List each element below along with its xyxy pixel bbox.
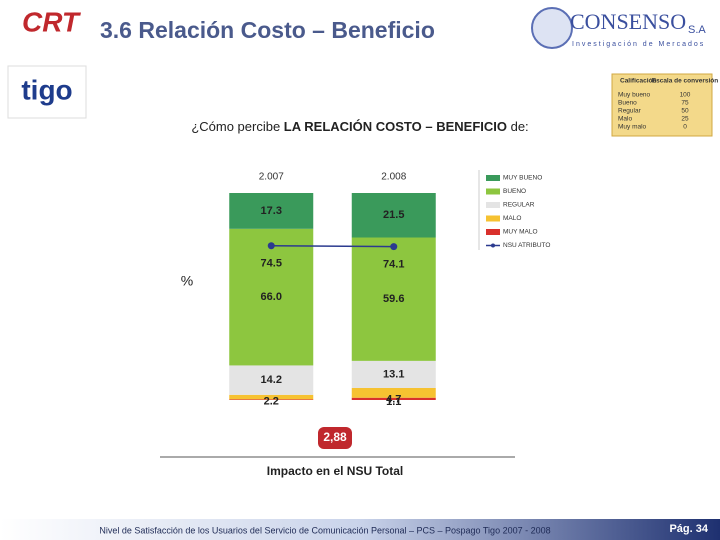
scale-cell: 25 [681,116,689,123]
legend-label: MALO [503,215,521,222]
scale-table-bg [611,73,713,137]
scale-cell: 100 [680,92,691,99]
legend-label: MUY BUENO [503,175,542,182]
nsu-label: 74.1 [383,259,404,271]
bar-segment [229,399,314,400]
logo-crt: CRT [22,6,82,37]
bar-segment [229,228,314,366]
x-tick-label: 2.007 [259,172,284,183]
logo-circle [531,7,573,49]
x-tick-label: 2.008 [381,172,406,183]
legend-swatch [486,202,500,208]
logo-tigo-box [7,65,87,119]
nsu-point [390,243,398,251]
scale-header: Calificación [620,78,657,85]
legend-swatch [486,215,500,222]
logo-crt-text: CRT [22,6,82,37]
scale-header: Escala de conversión [652,78,719,85]
page-number: Pág. 34 [669,523,708,535]
footer-text: Nivel de Satisfacción de los Usuarios de… [99,525,550,535]
bar-segment [351,387,436,398]
logo-tigo: tigo [21,74,72,105]
logo-consenso-suffix: S.A [688,24,706,36]
scale-cell: Regular [618,108,642,115]
question-text: ¿Cómo percibe [191,119,283,134]
legend-swatch [486,175,500,181]
data-label: 1.1 [386,396,401,408]
legend-swatch [486,229,500,235]
bar-segment [229,394,314,400]
bar-segment [351,237,436,361]
scale-cell: 75 [681,100,689,107]
footer-bar [0,519,720,540]
legend-label: BUENO [503,188,526,195]
scale-cell: Muy bueno [618,92,651,99]
scale-cell: Bueno [618,100,637,107]
data-label: 13.1 [383,368,404,380]
nsu-line [271,245,394,248]
nsu-point [267,242,275,250]
logo-tagline: Investigación de Mercados [572,41,705,48]
legend-dot [491,243,495,248]
scale-cell: Muy malo [618,124,647,131]
data-label: 59.6 [383,293,404,305]
question-bold: LA RELACIÓN COSTO – BENEFICIO [284,119,507,134]
bar-segment [351,360,436,388]
scale-cell: Malo [618,116,632,123]
impact-value: 2,88 [323,430,347,444]
slide-title: 3.6 Relación Costo – Beneficio [100,17,435,43]
nsu-label: 74.5 [261,258,282,270]
legend-label: REGULAR [503,202,535,209]
y-axis-label: % [181,273,193,289]
impact-label: Impacto en el NSU Total [267,464,403,478]
scale-cell: 50 [681,108,689,115]
logo-consenso: CONSENSO [570,9,686,34]
data-label: 14.2 [261,374,282,386]
legend-swatch [486,188,500,195]
bar-segment [229,365,314,395]
legend-label: MUY MALO [503,229,538,236]
scale-cell: 0 [683,124,687,131]
chart: % 2.007 2.008 2.2 14.2 66.0 17.3 1.14.7 13.1 59.6… [181,170,550,408]
bar-segment [351,397,436,400]
question-text: de: [507,119,529,134]
impact-box [318,427,352,449]
bar-segment [351,193,436,238]
data-label: 17.3 [261,205,282,217]
question: ¿Cómo percibe LA RELACIÓN COSTO – BENEFI… [191,119,528,134]
data-label: 21.5 [383,209,404,221]
legend-label: NSU ATRIBUTO [503,242,550,249]
data-label: 2.2 [264,395,279,407]
data-label: 66.0 [261,291,282,303]
data-label: 4.7 [386,394,401,406]
bar-segment [229,193,314,229]
